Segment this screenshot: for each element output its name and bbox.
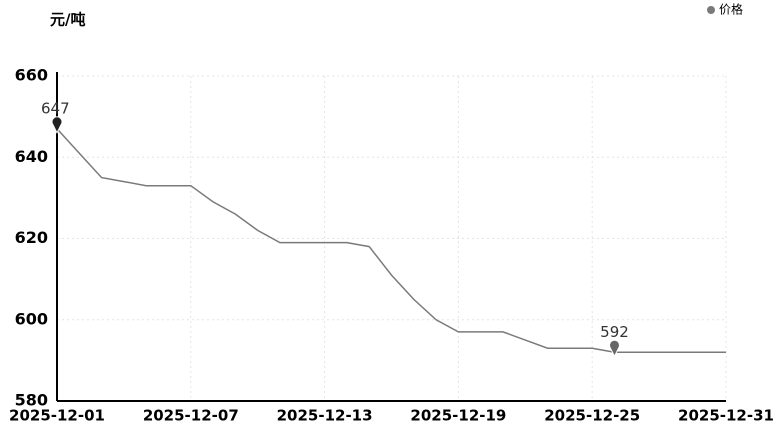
y-tick-label: 620 xyxy=(15,228,48,247)
legend-marker xyxy=(707,6,715,14)
legend-label: 价格 xyxy=(719,2,743,17)
x-tick-label: 2025-12-31 xyxy=(678,407,774,425)
y-tick-label: 600 xyxy=(15,309,48,328)
mark-pin xyxy=(51,116,63,134)
y-tick-label: 640 xyxy=(15,147,48,166)
mark-label: 647 xyxy=(41,99,70,117)
y-tick-label: 580 xyxy=(15,391,48,410)
y-tick-label: 660 xyxy=(15,66,48,85)
x-tick-label: 2025-12-25 xyxy=(544,407,640,425)
price-line xyxy=(56,128,726,354)
x-tick-label: 2025-12-13 xyxy=(277,407,373,425)
y-axis-unit: 元/吨 xyxy=(50,11,85,29)
x-tick-label: 2025-12-07 xyxy=(143,407,239,425)
x-tick-label: 2025-12-19 xyxy=(410,407,506,425)
mark-pin xyxy=(609,339,620,358)
x-tick-label: 2025-12-01 xyxy=(9,407,105,425)
mark-label: 592 xyxy=(600,323,629,341)
